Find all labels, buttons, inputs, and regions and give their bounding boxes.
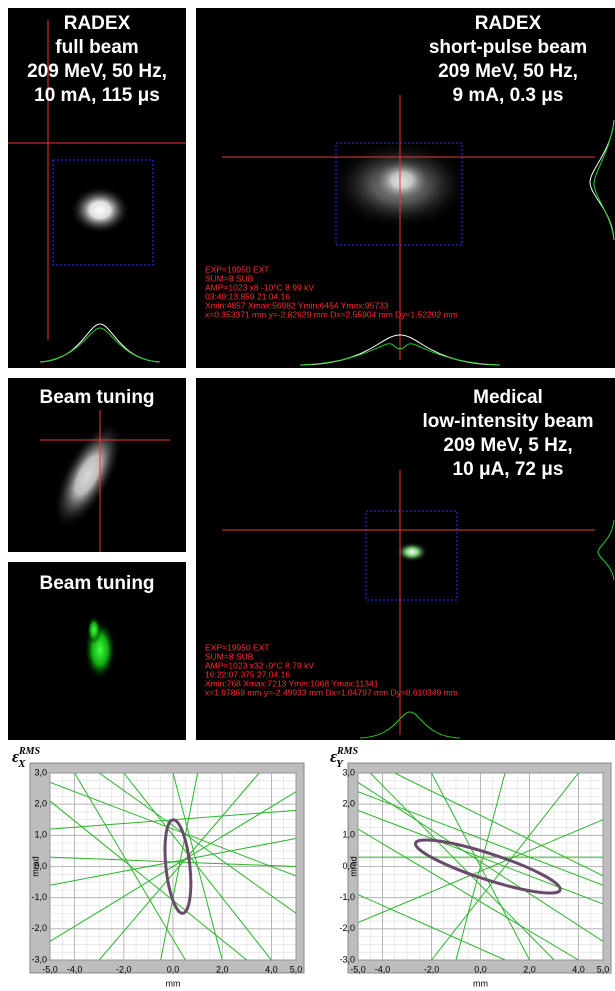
x-tick-label: -2,0 bbox=[116, 964, 132, 974]
y-tick-label: -2,0 bbox=[31, 923, 47, 933]
x-tick-label: -5,0 bbox=[350, 964, 366, 974]
y-tick-label: 1,0 bbox=[342, 830, 355, 840]
panel-title: 9 mA, 0.3 μs bbox=[453, 85, 564, 106]
x-tick-label: -5,0 bbox=[42, 964, 58, 974]
x-tick-label: 2,0 bbox=[523, 964, 536, 974]
x-tick-label: 0,0 bbox=[167, 964, 180, 974]
emittance-plots: -5,0 -4,0 -2,0 0,0 2,0 4,0 5,0 3,0 2,0 1,0 0,0 -1,0… bbox=[12, 746, 611, 988]
panel-title: RADEX bbox=[64, 13, 131, 34]
panel-title: 209 MeV, 5 Hz, bbox=[443, 435, 572, 456]
figure: RADEX full beam 209 MeV, 50 Hz, 10 mA, 115 … bbox=[0, 0, 615, 991]
beam-spot bbox=[372, 158, 432, 202]
overlay-text: x=1.97869 mm y=-2.49933 mm Dx=1.04797 mm… bbox=[205, 687, 458, 697]
beam-spot bbox=[87, 616, 101, 644]
body: { "panels": [ {"title_lines": ["RADEX", … bbox=[0, 0, 615, 991]
y-tick-label: -1,0 bbox=[31, 892, 47, 902]
y-tick-label: -3,0 bbox=[31, 954, 47, 964]
panel-title: Beam tuning bbox=[39, 387, 154, 408]
y-tick-label: 2,0 bbox=[34, 799, 47, 809]
page: Beam profiles and emittance html, body {… bbox=[0, 0, 615, 991]
x-tick-label: 4,0 bbox=[265, 964, 278, 974]
beam-spot bbox=[396, 542, 428, 562]
panel-title: short-pulse beam bbox=[429, 37, 587, 58]
y-axis-label: mrad bbox=[348, 856, 358, 877]
panel-title: 10 mA, 115 μs bbox=[34, 85, 160, 106]
y-tick-label: 3,0 bbox=[34, 767, 47, 777]
y-tick-label: 3,0 bbox=[342, 767, 355, 777]
panel-title: RADEX bbox=[475, 13, 542, 34]
x-tick-label: 0,0 bbox=[474, 964, 487, 974]
panel-title: Medical bbox=[473, 387, 543, 408]
superscript: RMS bbox=[336, 746, 359, 757]
panel-title: Beam tuning bbox=[39, 573, 154, 594]
x-tick-label: 5,0 bbox=[290, 964, 303, 974]
y-tick-label: -3,0 bbox=[339, 954, 355, 964]
panel-title: 209 MeV, 50 Hz, bbox=[27, 61, 167, 82]
x-tick-label: -4,0 bbox=[375, 964, 391, 974]
panel-title: full beam bbox=[55, 37, 138, 58]
y-axis-label: mrad bbox=[30, 856, 40, 877]
y-tick-label: 1,0 bbox=[34, 830, 47, 840]
y-tick-label: -1,0 bbox=[339, 892, 355, 902]
x-axis-label: mm bbox=[166, 978, 181, 988]
x-axis-label: mm bbox=[473, 978, 488, 988]
x-tick-label: 4,0 bbox=[572, 964, 585, 974]
x-tick-label: -2,0 bbox=[424, 964, 440, 974]
y-tick-label: -2,0 bbox=[339, 923, 355, 933]
x-tick-label: 2,0 bbox=[216, 964, 229, 974]
panel-title: 209 MeV, 50 Hz, bbox=[438, 61, 578, 82]
subscript: X bbox=[17, 758, 26, 770]
x-tick-label: 5,0 bbox=[597, 964, 610, 974]
y-tick-label: 2,0 bbox=[342, 799, 355, 809]
x-tick-label: -4,0 bbox=[67, 964, 83, 974]
beam-spot bbox=[70, 186, 130, 234]
overlay-text: x=0.353371 mm y=-2.82629 mm Dx=2.55904 m… bbox=[205, 309, 458, 319]
panel-title: low-intensity beam bbox=[422, 411, 593, 432]
superscript: RMS bbox=[18, 746, 41, 757]
panel-title: 10 μA, 72 μs bbox=[453, 459, 564, 480]
